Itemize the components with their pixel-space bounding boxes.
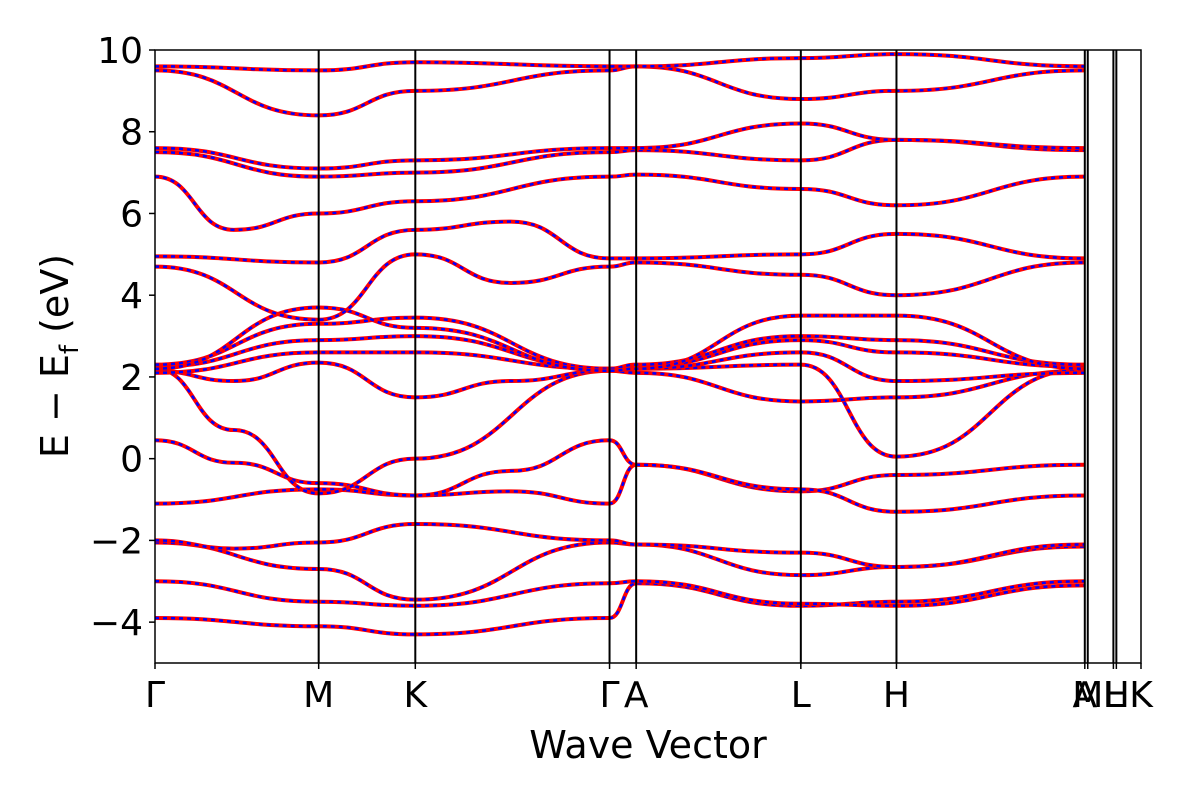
y-tick-label-3: 4 (120, 276, 143, 317)
band-0-dashed (155, 580, 1085, 636)
band-12-dashed (155, 253, 1085, 321)
y-tick-label-2: 6 (120, 194, 143, 235)
y-axis-title: E − Ef (eV) (33, 254, 85, 458)
band-13-dashed (155, 220, 1085, 264)
x-tick-label-6: H (883, 675, 910, 716)
x-axis-title: Wave Vector (529, 723, 767, 767)
band-4-dashed (155, 463, 1085, 505)
y-tick-label-0: 10 (97, 31, 143, 72)
high-symmetry-lines (317, 50, 1118, 663)
plot-area (155, 50, 1141, 663)
x-tick-label-5: L (791, 675, 811, 716)
band-2-dashed (155, 541, 1085, 601)
x-tick-label-10: H (1103, 675, 1130, 716)
x-tick-label-7: A (1072, 675, 1097, 716)
x-tick-label-4: A (624, 675, 649, 716)
y-axis-title-unit: (eV) (33, 254, 77, 345)
y-axis: 10 8 6 4 2 0 −2 −4 (90, 31, 155, 644)
y-axis-title-main: E − E (33, 354, 77, 458)
band-15-dashed (155, 138, 1085, 178)
band-7-dashed (155, 361, 1085, 403)
y-tick-label-7: −4 (90, 603, 143, 644)
y-tick-label-5: 0 (120, 440, 143, 481)
y-tick-label-6: −2 (90, 521, 143, 562)
x-tick-label-2: K (403, 675, 428, 716)
x-tick-label-9: L (1103, 675, 1123, 716)
y-axis-title-sub: f (55, 344, 85, 354)
x-tick-label-3: Γ (600, 675, 620, 716)
y-tick-label-1: 8 (120, 113, 143, 154)
plot-frame (154, 49, 1142, 664)
x-tick-label-11: K (1129, 675, 1154, 716)
band-5-dashed (155, 439, 1085, 514)
x-axis: Γ M K Γ A L H AM LH K (145, 663, 1154, 716)
x-tick-label-1: M (303, 675, 334, 716)
x-tick-label-8: M (1072, 675, 1103, 716)
y-tick-label-4: 2 (120, 358, 143, 399)
band-18-dashed (155, 52, 1085, 72)
x-tick-label-0: Γ (145, 675, 165, 716)
